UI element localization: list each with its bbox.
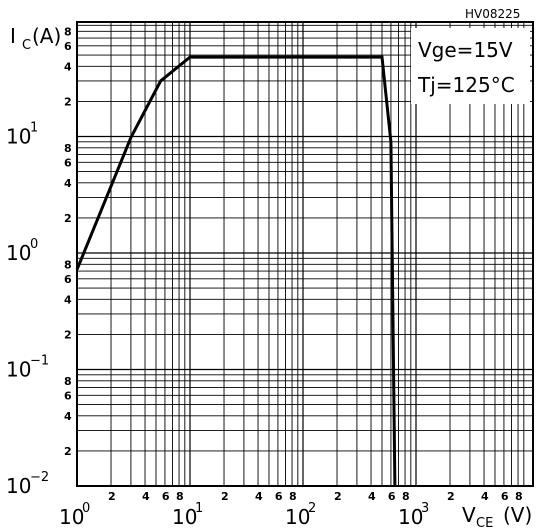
y-tick-exp: −1 [30, 354, 49, 369]
grid [77, 22, 533, 486]
x-minor-tick-label: 2 [221, 490, 229, 503]
y-axis-label-main: I [10, 24, 16, 48]
y-minor-tick-label: 6 [64, 389, 72, 402]
y-tick-exp: 1 [30, 121, 38, 136]
condition-vge: Vge=15V [418, 38, 513, 62]
x-minor-tick-label: 4 [368, 490, 376, 503]
y-tick-exp: 0 [30, 237, 38, 252]
x-minor-tick-label: 2 [447, 490, 455, 503]
x-axis-label: V CE (V) [462, 503, 532, 530]
y-tick-3: 101 [6, 121, 38, 149]
x-tick-0: 100 [59, 501, 90, 529]
y-minor-tick-label: 2 [64, 95, 72, 108]
x-minor-tick-label: 4 [142, 490, 150, 503]
y-axis-label-sub: C [22, 38, 31, 53]
curve-layer [75, 55, 397, 487]
x-minor-tick-label: 4 [481, 490, 489, 503]
y-tick-base: 10 [6, 241, 31, 265]
series-line-0 [75, 55, 397, 487]
x-minor-tick-label: 8 [402, 490, 410, 503]
x-minor-tick-label: 8 [515, 490, 523, 503]
conditions-box [411, 28, 530, 104]
x-axis-label-sub: CE [476, 516, 493, 530]
x-tick-1: 101 [172, 501, 203, 529]
figure-code: HV08225 [465, 7, 520, 21]
x-minor-tick-label: 6 [388, 490, 396, 503]
x-tick-exp: 2 [308, 501, 316, 516]
svg-text:(A): (A) [32, 24, 61, 48]
y-minor-tick-label: 2 [64, 212, 72, 225]
y-tick-base: 10 [6, 125, 31, 149]
y-tick-base: 10 [6, 474, 31, 498]
x-tick-base: 10 [398, 505, 423, 529]
x-tick-base: 10 [59, 505, 84, 529]
x-minor-tick-label: 6 [275, 490, 283, 503]
x-minor-tick-label: 6 [162, 490, 170, 503]
y-tick-exp: −2 [30, 470, 49, 485]
y-tick-base: 10 [6, 358, 31, 382]
y-axis-label: I C (A) [10, 24, 61, 53]
y-minor-tick-label: 2 [64, 445, 72, 458]
x-minor-tick-label: 6 [501, 490, 509, 503]
condition-tj: Tj=125°C [417, 73, 515, 97]
y-minor-tick-label: 6 [64, 156, 72, 169]
x-minor-tick-label: 2 [334, 490, 342, 503]
y-minor-tick-label: 4 [64, 410, 72, 423]
x-axis-label-main: V [462, 503, 476, 527]
y-minor-tick-label: 8 [64, 142, 72, 155]
y-tick-1: 10−1 [6, 354, 49, 382]
svg-text:C: C [22, 38, 31, 53]
x-tick-2: 102 [285, 501, 316, 529]
y-minor-tick-label: 6 [64, 273, 72, 286]
svg-text:(V): (V) [503, 503, 532, 527]
x-minor-tick-label: 2 [108, 490, 116, 503]
conditions-legend: Vge=15V Tj=125°C [411, 28, 530, 104]
x-tick-exp: 3 [421, 501, 429, 516]
x-minor-tick-label: 4 [255, 490, 263, 503]
x-tick-base: 10 [172, 505, 197, 529]
y-minor-tick-label: 8 [64, 375, 72, 388]
y-axis-label-unit: (A) [32, 24, 61, 48]
y-minor-tick-label: 6 [64, 40, 72, 53]
x-tick-exp: 0 [82, 501, 90, 516]
svg-text:V: V [462, 503, 476, 527]
x-minor-tick-label: 8 [176, 490, 184, 503]
x-tick-exp: 1 [195, 501, 203, 516]
y-minor-tick-label: 8 [64, 25, 72, 38]
y-tick-0: 10−2 [6, 470, 49, 498]
y-minor-tick-label: 4 [64, 177, 72, 190]
y-minor-tick-label: 4 [64, 293, 72, 306]
x-tick-base: 10 [285, 505, 310, 529]
x-minor-tick-label: 8 [289, 490, 297, 503]
y-tick-2: 100 [6, 237, 38, 265]
svg-text:I: I [10, 24, 16, 48]
x-tick-3: 103 [398, 501, 429, 529]
plot-frame [76, 21, 534, 487]
y-minor-tick-label: 4 [64, 60, 72, 73]
svg-text:CE: CE [476, 516, 493, 530]
y-minor-tick-label: 2 [64, 328, 72, 341]
y-minor-tick-label: 8 [64, 258, 72, 271]
x-axis-label-unit: (V) [503, 503, 532, 527]
